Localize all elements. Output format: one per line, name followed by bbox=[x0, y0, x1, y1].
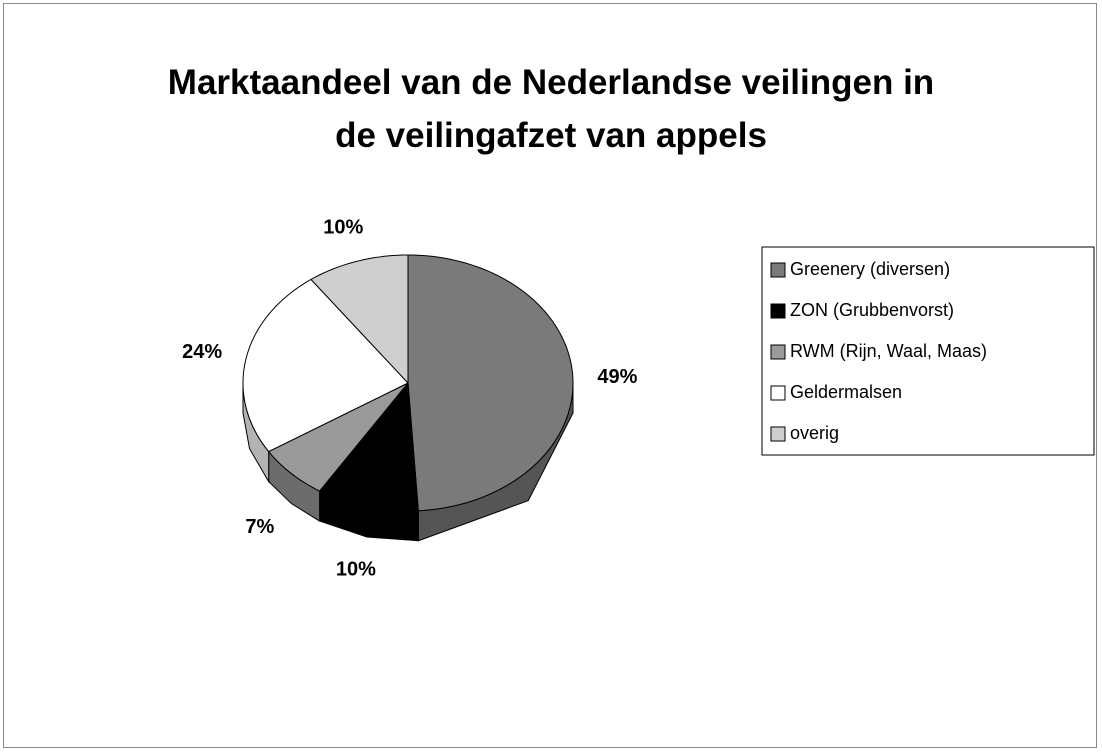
legend-swatch bbox=[770, 303, 786, 319]
pie-slice bbox=[318, 381, 419, 512]
chart-title: Marktaandeel van de Nederlandse veilinge… bbox=[167, 63, 935, 155]
pie-slice bbox=[407, 254, 574, 512]
pie-slice bbox=[310, 254, 409, 385]
data-label: 7% bbox=[245, 516, 274, 538]
chart-frame bbox=[3, 3, 1097, 748]
data-label: 49% bbox=[597, 366, 637, 388]
pie-slice bbox=[267, 382, 409, 492]
legend-label: RWM (Rijn, Waal, Maas) bbox=[790, 341, 987, 361]
data-label: 10% bbox=[323, 217, 363, 239]
legend-label: Geldermalsen bbox=[790, 382, 902, 402]
pie-slice bbox=[242, 278, 409, 453]
legend-box bbox=[761, 246, 1095, 456]
legend-label: Greenery (diversen) bbox=[790, 259, 950, 279]
legend-swatch bbox=[770, 344, 786, 360]
data-label: 10% bbox=[336, 559, 376, 581]
legend-swatch bbox=[770, 426, 786, 442]
legend-label: overig bbox=[790, 423, 839, 443]
legend-swatch bbox=[770, 262, 786, 278]
legend-swatch bbox=[770, 385, 786, 401]
data-label: 24% bbox=[182, 341, 222, 363]
legend-label: ZON (Grubbenvorst) bbox=[790, 300, 954, 320]
